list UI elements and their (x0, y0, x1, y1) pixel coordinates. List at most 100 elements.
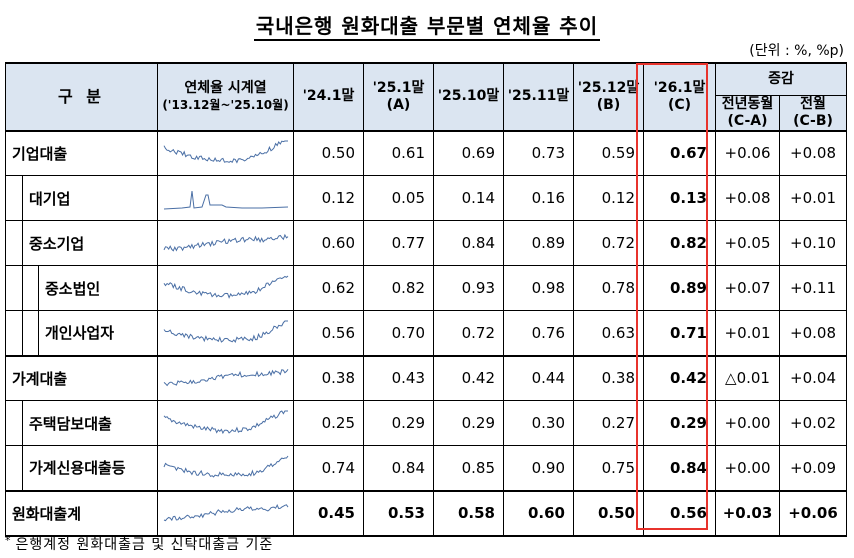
sparkline-cell (157, 489, 294, 537)
row-label: 가계대출 (5, 354, 158, 401)
page-title: 국내은행 원화대출 부문별 연체율 추이 (0, 10, 854, 41)
value-cell: 0.29 (433, 400, 504, 446)
row-label: 개인사업자 (5, 310, 158, 356)
value-cell: 0.30 (503, 400, 574, 446)
change-cell: +0.00 (715, 400, 780, 446)
value-cell: 0.45 (293, 489, 364, 537)
header-col-5: '26.1말 (C) (643, 62, 716, 131)
sparkline-chart (163, 369, 289, 387)
change-cell: +0.11 (778, 265, 848, 311)
value-cell: 0.93 (433, 265, 504, 311)
value-cell: 0.60 (293, 220, 364, 266)
table-row: 원화대출계 0.45 0.53 0.58 0.60 0.50 0.56 +0.03 +0.06 (5, 489, 848, 537)
row-label: 원화대출계 (5, 489, 158, 537)
change-cell: +0.04 (778, 354, 848, 401)
change-cell: +0.09 (778, 445, 848, 491)
value-cell: 0.43 (363, 354, 434, 401)
value-cell: 0.89 (503, 220, 574, 266)
value-cell: 0.29 (643, 400, 716, 446)
value-cell: 0.44 (503, 354, 574, 401)
change-cell: +0.01 (778, 175, 848, 221)
row-label-text: 주택담보대출 (29, 414, 112, 433)
row-label-text: 중소법인 (45, 279, 101, 298)
value-cell: 0.90 (503, 445, 574, 491)
value-cell: 0.98 (503, 265, 574, 311)
row-label: 주택담보대출 (5, 400, 158, 446)
change-cell: +0.08 (778, 129, 848, 176)
sparkline-chart (163, 233, 289, 252)
sparkline-chart (163, 504, 289, 522)
change-cell: +0.08 (778, 310, 848, 356)
header-col-1: '25.1말 (A) (363, 62, 434, 131)
value-cell: 0.84 (363, 445, 434, 491)
sparkline-cell (157, 354, 294, 401)
value-cell: 0.59 (573, 129, 644, 176)
value-cell: 0.77 (363, 220, 434, 266)
table-row: 가계대출 0.38 0.43 0.42 0.44 0.38 0.42 △0.01 +0.04 (5, 354, 848, 401)
sparkline-cell (157, 175, 294, 221)
value-cell: 0.84 (643, 445, 716, 491)
value-cell: 0.74 (293, 445, 364, 491)
change-cell: +0.03 (715, 489, 780, 537)
sparkline-cell (157, 129, 294, 176)
value-cell: 0.82 (363, 265, 434, 311)
value-cell: 0.78 (573, 265, 644, 311)
value-cell: 0.72 (573, 220, 644, 266)
table-row: 중소법인 0.62 0.82 0.93 0.98 0.78 0.89 +0.07 +0.11 (5, 265, 848, 311)
sparkline-cell (157, 400, 294, 446)
value-cell: 0.60 (503, 489, 574, 537)
value-cell: 0.70 (363, 310, 434, 356)
delinquency-table: 구 분 연체율 시계열 ('13.12월~'25.10월) '24.1말 '25… (5, 62, 848, 537)
row-label: 가계신용대출등 (5, 445, 158, 491)
value-cell: 0.58 (433, 489, 504, 537)
value-cell: 0.42 (433, 354, 504, 401)
value-cell: 0.38 (573, 354, 644, 401)
change-cell: +0.05 (715, 220, 780, 266)
change-cell: △0.01 (715, 354, 780, 401)
value-cell: 0.13 (643, 175, 716, 221)
sparkline-chart (163, 410, 288, 435)
table-row: 중소기업 0.60 0.77 0.84 0.89 0.72 0.82 +0.05 +0.10 (5, 220, 848, 266)
change-cell: +0.06 (715, 129, 780, 176)
value-cell: 0.29 (363, 400, 434, 446)
header-change-group: 증감 (714, 62, 848, 96)
value-cell: 0.27 (573, 400, 644, 446)
value-cell: 0.63 (573, 310, 644, 356)
value-cell: 0.75 (573, 445, 644, 491)
value-cell: 0.25 (293, 400, 364, 446)
value-cell: 0.42 (643, 354, 716, 401)
value-cell: 0.84 (433, 220, 504, 266)
header-change-mom: 전월 (C-B) (778, 94, 848, 131)
value-cell: 0.05 (363, 175, 434, 221)
header-change-yoy: 전년동월 (C-A) (715, 94, 780, 131)
unit-label: (단위 : %, %p) (749, 43, 844, 59)
value-cell: 0.73 (503, 129, 574, 176)
sparkline-chart (163, 275, 289, 299)
table-row: 주택담보대출 0.25 0.29 0.29 0.30 0.27 0.29 +0.00 +0.02 (5, 400, 848, 446)
row-label-text: 개인사업자 (45, 324, 115, 343)
value-cell: 0.12 (293, 175, 364, 221)
header-category: 구 분 (5, 62, 158, 131)
row-label-text: 중소기업 (29, 234, 85, 253)
row-label-text: 기업대출 (12, 144, 68, 163)
row-label-text: 원화대출계 (12, 504, 82, 523)
change-cell: +0.02 (778, 400, 848, 446)
value-cell: 0.50 (573, 489, 644, 537)
value-cell: 0.82 (643, 220, 716, 266)
value-cell: 0.85 (433, 445, 504, 491)
change-cell: +0.01 (715, 310, 780, 356)
sparkline-cell (157, 265, 294, 311)
value-cell: 0.56 (293, 310, 364, 356)
change-cell: +0.07 (715, 265, 780, 311)
value-cell: 0.71 (643, 310, 716, 356)
header-col-0: '24.1말 (293, 62, 364, 131)
sparkline-chart (163, 190, 289, 210)
value-cell: 0.53 (363, 489, 434, 537)
change-cell: +0.00 (715, 445, 780, 491)
sparkline-cell (157, 445, 294, 491)
row-label: 기업대출 (5, 129, 158, 176)
value-cell: 0.12 (573, 175, 644, 221)
row-label-text: 가계신용대출등 (29, 459, 126, 478)
table-row: 가계신용대출등 0.74 0.84 0.85 0.90 0.75 0.84 +0.00 +0.0… (5, 445, 848, 491)
footnote: * 은행계정 원화대출금 및 신탁대출금 기준 (5, 534, 274, 553)
